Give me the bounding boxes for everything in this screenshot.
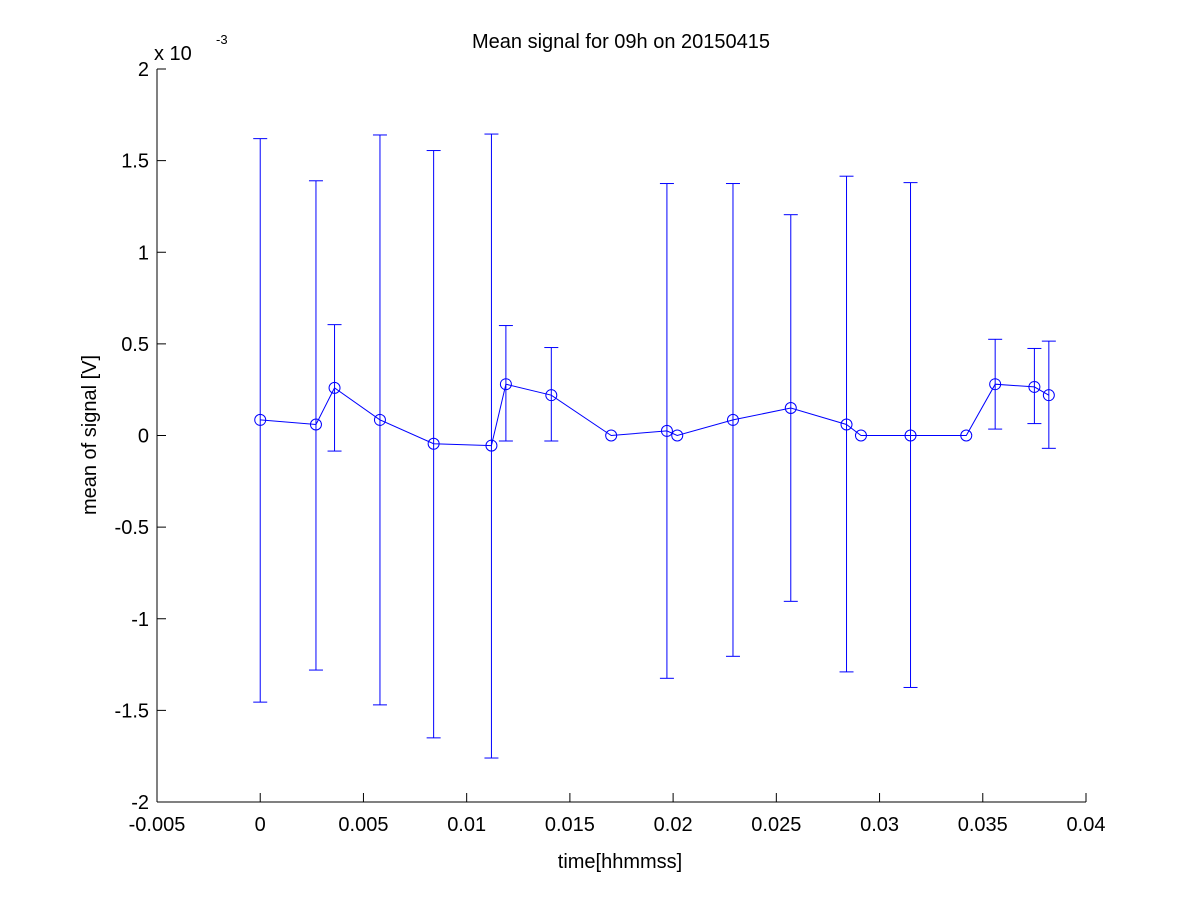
x-tick-label: 0.03: [860, 814, 899, 836]
data-point-marker: [605, 429, 618, 442]
error-bar: [903, 182, 918, 688]
y-tick-label: -1.5: [115, 700, 149, 722]
error-bar: [372, 134, 387, 706]
data-point-marker: [328, 381, 341, 394]
data-point-marker: [1028, 380, 1041, 393]
data-point-marker: [499, 378, 512, 391]
error-bar: [253, 138, 268, 703]
x-tick-label: -0.005: [129, 814, 186, 836]
error-bar: [426, 150, 441, 739]
y-scale-factor: x 10 -3: [154, 32, 228, 65]
error-bar: [1041, 340, 1056, 449]
error-bar: [783, 214, 798, 602]
error-bar: [1027, 347, 1042, 425]
y-tick-label: -0.5: [115, 517, 149, 539]
data-point-marker: [854, 429, 867, 442]
data-point-marker: [427, 437, 440, 450]
x-tick-label: 0.025: [751, 814, 801, 836]
data-point-marker: [960, 429, 973, 442]
y-scale-factor-exponent: -3: [216, 32, 228, 47]
data-point-marker: [660, 424, 673, 437]
error-bar: [544, 347, 559, 442]
error-bar: [659, 183, 674, 679]
error-bar: [308, 180, 323, 671]
error-bar: [484, 133, 499, 759]
chart-title: Mean signal for 09h on 20150415: [472, 31, 770, 53]
data-point-marker: [1042, 389, 1055, 402]
y-tick-label: 2: [138, 59, 149, 81]
x-tick-label: 0.015: [545, 814, 595, 836]
data-point-marker: [840, 418, 853, 431]
y-tick-label: 1: [138, 242, 149, 264]
x-tick-label: 0.01: [447, 814, 486, 836]
data-point-marker: [989, 378, 1002, 391]
y-tick-label: -2: [131, 792, 149, 814]
data-point-marker: [309, 418, 322, 431]
y-scale-factor-base: x 10: [154, 43, 192, 65]
data-point-marker: [726, 413, 739, 426]
error-bar: [839, 175, 854, 673]
x-tick-label: 0.04: [1067, 814, 1106, 836]
x-tick-label: 0: [255, 814, 266, 836]
y-tick-label: -1: [131, 609, 149, 631]
data-point-marker: [373, 413, 386, 426]
data-point-marker: [904, 429, 917, 442]
error-bar: [725, 183, 740, 657]
data-point-marker: [254, 413, 267, 426]
x-tick-label: 0.035: [958, 814, 1008, 836]
y-tick-label: 0: [138, 426, 149, 448]
ticks-layer: -0.005 0 0.005 0.01 0.015 0.02 0.025 0.03 0.035 0…: [115, 59, 1106, 836]
error-bar: [988, 338, 1003, 430]
data-point-marker: [545, 389, 558, 402]
y-tick-label: 0.5: [121, 334, 149, 356]
data-point-marker: [784, 402, 797, 415]
x-axis-title: time[hhmmss]: [558, 851, 682, 873]
error-bar: [498, 325, 513, 442]
error-bar: [327, 324, 342, 452]
y-axis-title: mean of signal [V]: [79, 355, 101, 515]
series-layer: [253, 133, 1056, 759]
y-tick-label: 1.5: [121, 151, 149, 173]
data-point-marker: [485, 439, 498, 452]
x-tick-label: 0.02: [654, 814, 693, 836]
data-point-marker: [671, 429, 684, 442]
x-tick-label: 0.005: [338, 814, 388, 836]
